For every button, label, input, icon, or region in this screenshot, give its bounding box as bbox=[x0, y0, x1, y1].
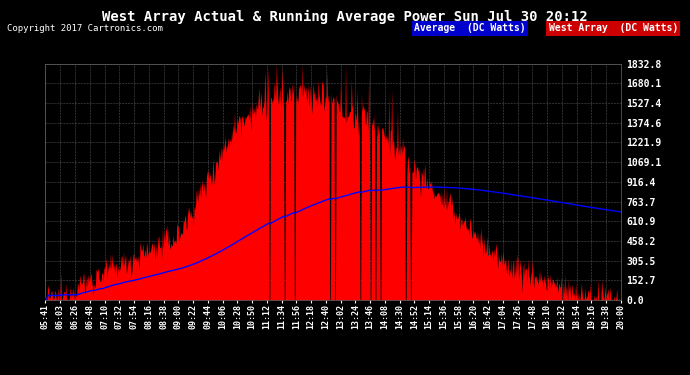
Text: West Array  (DC Watts): West Array (DC Watts) bbox=[549, 23, 678, 33]
Text: Copyright 2017 Cartronics.com: Copyright 2017 Cartronics.com bbox=[7, 24, 163, 33]
Text: Average  (DC Watts): Average (DC Watts) bbox=[414, 23, 526, 33]
Text: West Array Actual & Running Average Power Sun Jul 30 20:12: West Array Actual & Running Average Powe… bbox=[102, 9, 588, 24]
